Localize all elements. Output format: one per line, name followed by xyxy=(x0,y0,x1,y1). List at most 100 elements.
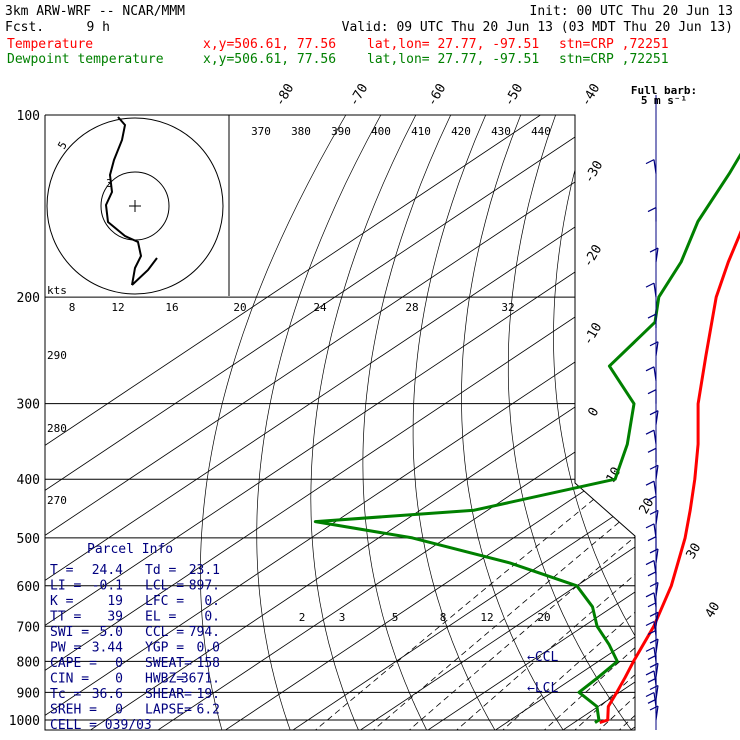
parcel-info-cell: CAPE = xyxy=(50,656,97,671)
wind-barb xyxy=(649,548,659,564)
wind-barb-staff xyxy=(653,159,657,174)
parcel-info-cell: 19 xyxy=(107,594,123,609)
parcel-info-cell: 897. xyxy=(189,579,220,594)
temperature-latlon: lat,lon= 27.77, -97.51 xyxy=(367,37,539,52)
wind-barb-flag xyxy=(645,523,655,529)
wind-barb-flag xyxy=(647,571,657,577)
wind-barb xyxy=(649,341,659,356)
parcel-info-cell: 3671. xyxy=(181,672,220,687)
pressure-tick-label: 100 xyxy=(17,109,40,124)
wind-barb-staff xyxy=(655,705,659,721)
parcel-info: Parcel Info T = 24.4 Td = 23.1 LI = -0.1 LCL =… xyxy=(50,542,220,733)
wind-barb-flag xyxy=(645,646,655,652)
wind-barb-staff xyxy=(655,465,659,480)
background-clip-group xyxy=(45,87,740,733)
wind-barb xyxy=(647,602,657,617)
wind-barb-staff xyxy=(653,481,657,496)
wind-barb-staff xyxy=(655,410,659,425)
parcel-info-cell: TT = xyxy=(50,610,81,625)
hodograph-trace xyxy=(104,116,143,286)
pressure-tick-label: 500 xyxy=(17,532,40,547)
barb-key-title: Full barb: xyxy=(631,84,697,97)
isotherm-label: 20 xyxy=(637,496,658,517)
isotherm-label: 0 xyxy=(586,405,603,419)
forecast-label: Fcst. xyxy=(5,20,44,35)
dry-adiabat-line xyxy=(553,115,635,730)
wind-barb xyxy=(645,646,657,662)
mixing-ratio-line xyxy=(311,296,635,730)
wind-barb xyxy=(647,447,657,463)
isotherm-line xyxy=(423,115,635,730)
parcel-info-cell: LAPSE= xyxy=(145,703,192,718)
isotherm-line xyxy=(45,115,635,730)
wind-barb-flag xyxy=(649,464,659,470)
wind-barb-flag xyxy=(647,206,657,213)
wind-barb xyxy=(647,654,657,670)
wind-barb-flag xyxy=(645,691,655,698)
wind-barb-flag xyxy=(647,536,657,542)
hodograph: 5 3 kts xyxy=(46,115,230,297)
mixing-ratio-line xyxy=(541,296,635,730)
wind-barb-flag xyxy=(647,313,657,319)
pressure-tick-label: 400 xyxy=(17,473,40,488)
wind-barb-flag xyxy=(649,662,659,668)
isotherm-line xyxy=(45,115,635,730)
parcel-info-cell: 0 xyxy=(115,656,123,671)
mixing-ratio-line xyxy=(369,296,635,730)
wind-barb-flag xyxy=(649,705,659,711)
theta-e-label: 430 xyxy=(491,125,511,138)
wind-barb-flag xyxy=(647,447,657,453)
isotherm-label: -20 xyxy=(581,242,606,270)
dry-adiabat-line xyxy=(640,87,740,733)
wind-barb xyxy=(647,206,657,222)
wind-barb-flag xyxy=(647,677,657,683)
wind-barb-staff xyxy=(655,685,659,700)
theta-e-label: 380 xyxy=(291,125,311,138)
mixing-ratio-label: 5 xyxy=(392,611,399,624)
mixing-ratio-label: 32 xyxy=(501,301,514,314)
wind-barb-flag xyxy=(649,611,659,617)
isotherm-line xyxy=(45,115,635,730)
mixing-ratio-label: 20 xyxy=(537,611,550,624)
ccl-marker: ←CCL xyxy=(527,650,558,665)
wind-barb-staff xyxy=(655,548,659,564)
wind-barb-flag xyxy=(649,509,659,515)
parcel-info-cell: 0.0 xyxy=(197,641,220,656)
theta-e-label: 400 xyxy=(371,125,391,138)
wind-barb-flag xyxy=(649,548,659,554)
dry-adiabat-line xyxy=(461,115,566,730)
parcel-info-cell: Tc = xyxy=(50,687,81,702)
mixing-ratio-label: 28 xyxy=(405,301,418,314)
parcel-info-cell: 0. xyxy=(204,610,220,625)
pressure-tick-label: 200 xyxy=(17,291,40,306)
dry-adiabat-line xyxy=(362,115,465,730)
parcel-info-cell: 794. xyxy=(189,625,220,640)
mixing-ratio-line xyxy=(649,297,740,733)
mixing-ratio-label: 8 xyxy=(69,301,76,314)
wind-barb-flag xyxy=(647,654,657,660)
parcel-info-cell: 3.44 xyxy=(92,641,123,656)
wind-barb-flag xyxy=(645,620,655,627)
isotherm-line xyxy=(221,115,635,730)
isotherm-line xyxy=(288,115,635,730)
mixing-ratio-label: 2 xyxy=(299,611,306,624)
parcel-info-cell: SWI = xyxy=(50,625,89,640)
hodograph-units: kts xyxy=(47,284,67,297)
isotherm-line xyxy=(356,115,635,730)
dewpoint-profile xyxy=(313,152,740,724)
wind-barb xyxy=(649,581,659,597)
mixing-ratio-line xyxy=(453,296,635,730)
wind-barb xyxy=(649,410,659,425)
parcel-info-cell: 39 xyxy=(107,610,123,625)
isotherm-label: 10 xyxy=(604,465,625,486)
parcel-info-cell: 5.0 xyxy=(100,625,123,640)
wind-barb xyxy=(647,677,657,693)
wind-barb xyxy=(645,429,657,445)
wind-barb-flag xyxy=(645,429,655,435)
wind-barb-staff xyxy=(655,510,659,525)
wind-barb-staff xyxy=(655,582,659,597)
wind-barb-staff xyxy=(653,430,657,445)
wind-barb-flag xyxy=(645,592,655,598)
wind-barb xyxy=(649,247,659,263)
